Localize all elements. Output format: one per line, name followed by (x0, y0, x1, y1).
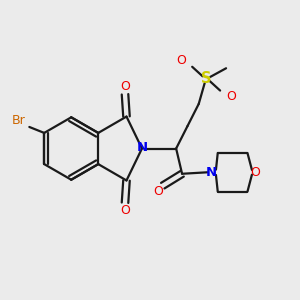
Text: N: N (206, 166, 218, 179)
Text: O: O (226, 90, 236, 103)
Text: O: O (120, 204, 130, 217)
Text: O: O (120, 80, 130, 93)
Text: O: O (176, 54, 186, 67)
Text: S: S (201, 71, 211, 86)
Text: O: O (153, 184, 163, 197)
Text: Br: Br (11, 114, 25, 127)
Text: N: N (136, 141, 148, 154)
Text: O: O (250, 166, 260, 179)
